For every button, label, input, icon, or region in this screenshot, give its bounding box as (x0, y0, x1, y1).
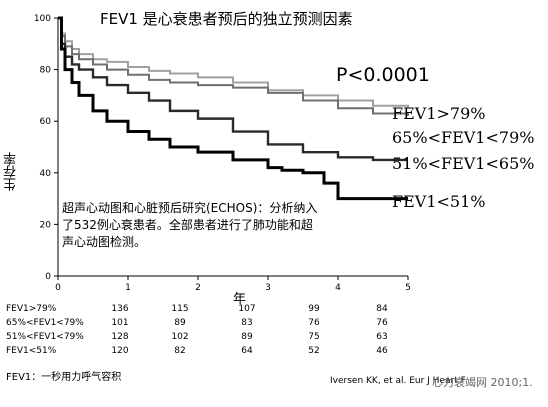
risk-row-label: 65%<FEV1<79% (6, 318, 84, 328)
series-line-2 (58, 17, 409, 117)
risk-cell: 82 (174, 346, 186, 356)
risk-cell: 107 (238, 304, 256, 314)
p-value-label: P<0.0001 (336, 64, 430, 86)
x-tick-label: 3 (265, 283, 271, 293)
y-tick-label: 80 (40, 66, 52, 76)
risk-cell: 89 (241, 332, 253, 342)
citation: Iversen KK, et al. Eur J Heart F (330, 376, 466, 386)
risk-cell: 76 (308, 318, 320, 328)
series-line-1 (58, 17, 409, 109)
x-tick-label: 1 (125, 283, 131, 293)
legend-fev1-65-79: 65%<FEV1<79% (392, 128, 535, 147)
risk-row-label: 51%<FEV1<79% (6, 332, 84, 342)
risk-cell: 75 (308, 332, 320, 342)
risk-row-label: FEV1<51% (6, 346, 57, 356)
series-line-3 (58, 16, 408, 162)
y-tick-label: 100 (34, 14, 51, 24)
risk-cell: 101 (111, 318, 129, 328)
x-tick-label: 0 (55, 283, 61, 293)
risk-cell: 102 (171, 332, 189, 342)
y-tick-label: 40 (40, 169, 52, 179)
risk-cell: 63 (376, 332, 388, 342)
footnote: FEV1：一秒用力呼气容积 (6, 372, 122, 383)
y-tick-label: 60 (40, 117, 52, 127)
study-note: 超声心动图和心脏预后研究(ECHOS)：分析纳入了532例心衰患者。全部患者进行… (62, 201, 318, 249)
risk-row-label: FEV1>79% (6, 304, 57, 314)
x-tick-label: 5 (405, 283, 411, 293)
legend-fev1-lt51: FEV1<51% (392, 192, 486, 211)
risk-cell: 99 (308, 304, 320, 314)
citation-tail: 2010;1. (490, 376, 533, 389)
y-axis-label: 生存率 (4, 152, 19, 191)
risk-cell: 64 (241, 346, 253, 356)
legend-fev1-gt79: FEV1>79% (392, 104, 486, 123)
risk-cell: 46 (376, 346, 388, 356)
series-line-4 (58, 16, 408, 201)
watermark-label: 心力衰竭网 (432, 376, 487, 389)
risk-cell: 115 (171, 304, 189, 314)
risk-cell: 76 (376, 318, 388, 328)
y-tick-label: 0 (45, 272, 51, 282)
risk-cell: 128 (111, 332, 129, 342)
x-tick-label: 2 (195, 283, 201, 293)
risk-cell: 136 (111, 304, 129, 314)
risk-cell: 89 (174, 318, 186, 328)
risk-cell: 120 (111, 346, 129, 356)
x-axis-label: 年 (233, 292, 247, 307)
risk-cell: 84 (376, 304, 388, 314)
x-tick-label: 4 (335, 283, 341, 293)
chart-title: FEV1 是心衰患者预后的独立预测因素 (100, 10, 353, 28)
risk-cell: 52 (308, 346, 320, 356)
watermark-text: 心力衰竭网 2010;1. (432, 374, 533, 390)
risk-cell: 83 (241, 318, 253, 328)
y-tick-label: 20 (40, 220, 52, 230)
legend-fev1-51-65: 51%<FEV1<65% (392, 154, 535, 173)
